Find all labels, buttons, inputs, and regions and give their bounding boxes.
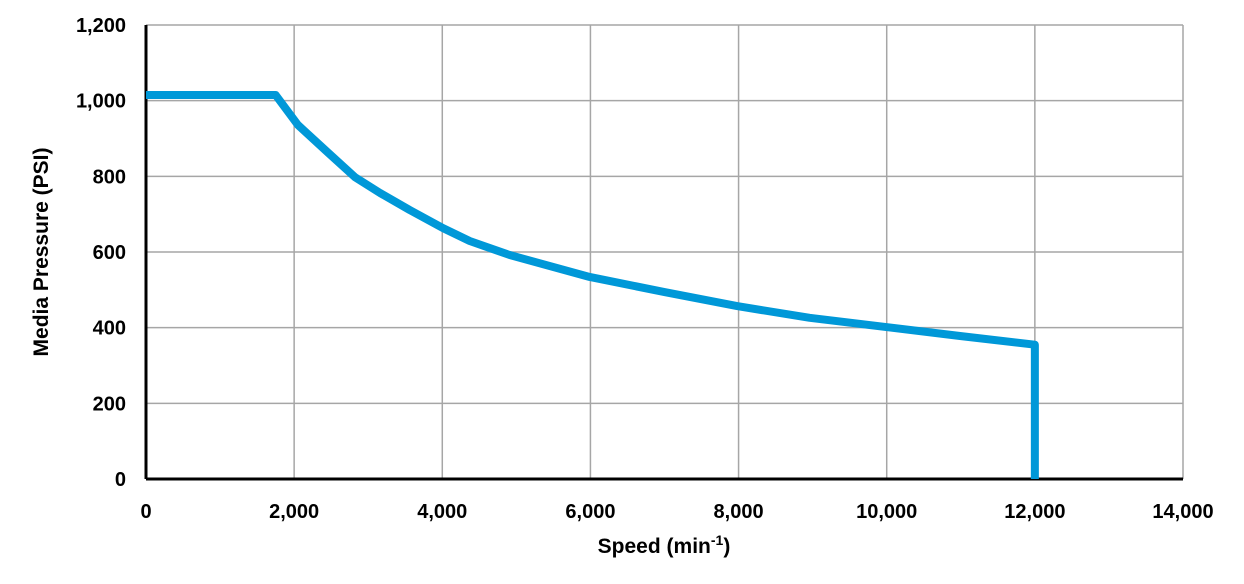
series-line [146,90,1039,479]
y-tick-label: 200 [93,393,126,415]
x-tick-label: 14,000 [1152,501,1213,523]
y-tick-label: 800 [93,166,126,188]
grid [146,24,1184,479]
x-tick-label: 10,000 [856,501,917,523]
x-tick-label: 2,000 [269,501,319,523]
axes [144,25,1183,481]
y-axis-label: Media Pressure (PSI) [30,148,53,357]
x-tick-label: 8,000 [714,501,764,523]
x-tick-label: 4,000 [417,501,467,523]
x-tick-labels: 0 2,000 4,000 6,000 8,000 10,000 12,000 14,000 [140,501,1213,523]
y-tick-label: 1,200 [76,15,126,37]
x-axis-label: Speed (min-1) [598,532,731,558]
series [146,90,1039,479]
x-axis-label-superscript: -1 [711,532,724,548]
y-tick-labels: 0 200 400 600 800 1,000 1,200 [76,15,126,491]
y-tick-label: 1,000 [76,91,126,113]
y-tick-label: 400 [93,318,126,340]
y-tick-label: 0 [115,469,126,491]
x-tick-label: 6,000 [565,501,615,523]
y-tick-label: 600 [93,242,126,264]
x-tick-label: 0 [140,501,151,523]
x-tick-label: 12,000 [1004,501,1065,523]
